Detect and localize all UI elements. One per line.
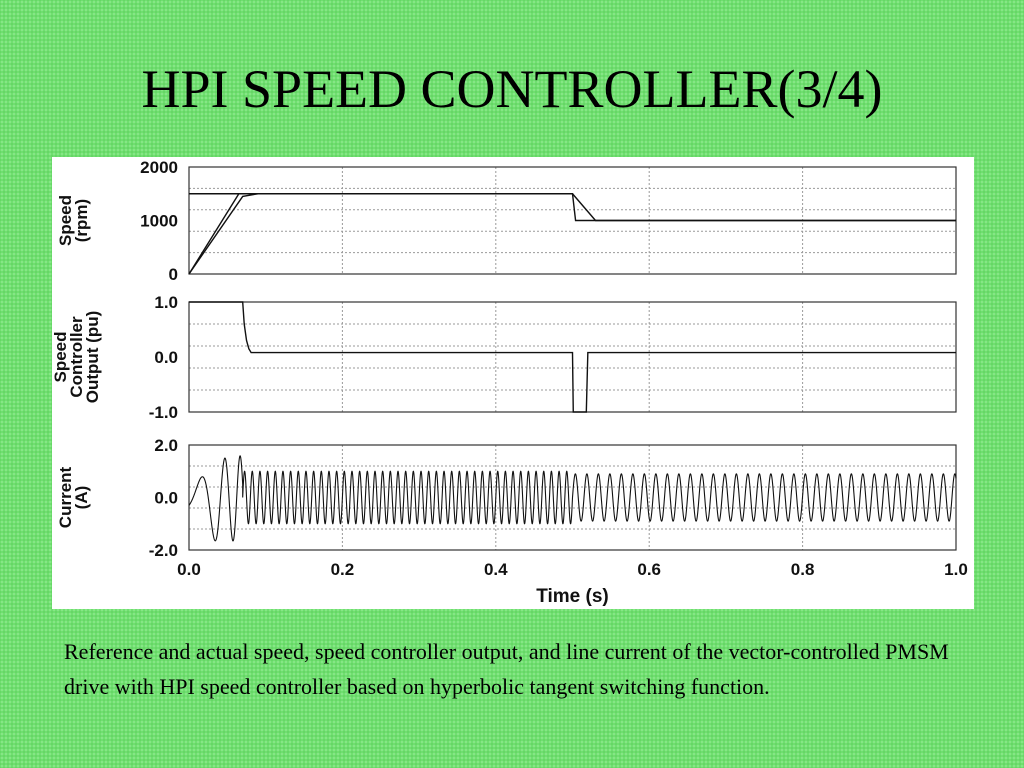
series-line-1-2 xyxy=(189,193,956,222)
y-tick-label: 1.0 xyxy=(154,293,178,312)
y-tick-label: 0.0 xyxy=(154,348,178,367)
x-tick-label: 0.8 xyxy=(791,560,815,579)
x-tick-label: 0.2 xyxy=(331,560,355,579)
x-axis-label: Time (s) xyxy=(536,586,609,607)
figure-caption: Reference and actual speed, speed contro… xyxy=(64,639,949,699)
y-tick-label: -2.0 xyxy=(149,541,178,560)
y-axis-label: Speed xyxy=(56,195,75,246)
y-tick-label: 1000 xyxy=(140,212,178,231)
y-axis-label: Controller xyxy=(67,316,86,398)
series-line-2-1 xyxy=(189,301,956,413)
slide-title: HPI SPEED CONTROLLER(3/4) xyxy=(141,59,883,119)
y-tick-label: 0 xyxy=(169,265,178,284)
figure-panel: 2000 1000 0 Speed (rpm) 1.0 0.0 -1.0 Speed Contro… xyxy=(52,157,974,609)
x-tick-label: 1.0 xyxy=(944,560,968,579)
y-axis-label: Speed xyxy=(52,331,70,382)
y-tick-label: 0.0 xyxy=(154,489,178,508)
series-line-1-1 xyxy=(188,193,282,275)
x-tick-label: 0.6 xyxy=(637,560,661,579)
x-tick-label: 0.0 xyxy=(177,560,201,579)
plot-frame xyxy=(188,444,957,551)
series-line-1-3 xyxy=(188,193,956,275)
x-tick-label: 0.4 xyxy=(484,560,508,579)
plot-frame xyxy=(188,301,957,413)
figure-chart: 200010000Speed(rpm)1.00.0-1.0SpeedContro… xyxy=(52,158,968,607)
series-line-3-1 xyxy=(188,455,957,542)
y-axis-label: Output (pu) xyxy=(83,311,102,404)
y-tick-label: 2000 xyxy=(140,158,178,177)
y-axis-label: Current xyxy=(56,466,75,528)
y-axis-label: (rpm) xyxy=(72,199,91,242)
y-axis-label: (A) xyxy=(72,486,91,510)
y-tick-label: 2.0 xyxy=(154,436,178,455)
y-tick-label: -1.0 xyxy=(149,403,178,422)
